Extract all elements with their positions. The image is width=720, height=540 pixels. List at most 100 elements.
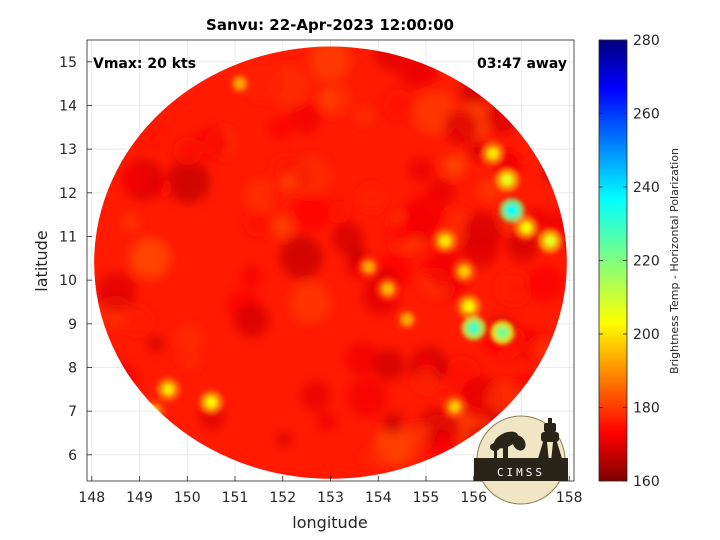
texture-blob [360,449,378,467]
y-tick-label: 6 [68,448,77,464]
y-tick-label: 9 [68,317,77,333]
texture-blob [242,60,284,102]
texture-blob [240,265,263,288]
texture-blob [496,271,531,305]
y-axis: 6 7 8 9 10 11 12 13 14 15 [59,55,92,464]
feature-core [458,265,471,278]
texture-blob [289,281,332,324]
y-tick-label: 10 [59,273,77,289]
texture-blob [129,237,171,279]
texture-blob [173,137,202,166]
texture-blob [382,412,404,435]
feature-core [362,261,375,274]
colorbar [598,39,628,482]
texture-blob [147,335,165,353]
texture-blob [300,380,331,412]
feature-core [448,400,461,413]
texture-blob [423,251,460,287]
colorbar-label: Brightness Temp - Horizontal Polarizatio… [668,148,681,374]
texture-blob [234,303,269,338]
vmax-annotation: Vmax: 20 kts [93,56,196,72]
colorbar-tick-label: 160 [633,474,660,490]
feature-core [501,173,514,186]
texture-blob [318,90,337,109]
texture-blob [386,219,414,247]
feature-core [467,322,480,335]
y-tick-label: 12 [59,186,77,202]
texture-blob [415,368,439,392]
texture-blob [269,116,293,139]
feature-core [400,313,413,326]
texture-blob [358,184,386,212]
texture-blob [410,423,433,446]
texture-blob [120,164,149,193]
y-tick-label: 13 [59,142,77,158]
feature-core [381,282,394,295]
y-tick-label: 8 [68,360,77,376]
feature-core [233,77,246,90]
texture-blob [96,272,137,312]
x-tick-label: 156 [460,490,487,506]
texture-blob [175,323,205,353]
colorbar-tick-label: 200 [633,327,660,343]
texture-blob [408,157,434,183]
texture-blob [276,430,293,448]
x-tick-label: 148 [78,490,105,506]
x-tick-label: 154 [365,490,392,506]
x-axis-label: longitude [292,513,367,532]
texture-blob [442,154,466,178]
y-axis-label: latitude [32,230,51,291]
texture-blob [477,178,503,203]
y-tick-label: 14 [59,98,77,114]
x-tick-label: 149 [126,490,153,506]
colorbar-tick-label: 260 [633,107,660,123]
svg-text:CIMSS: CIMSS [497,466,545,479]
feature-core [505,204,518,217]
texture-blob [308,46,351,82]
x-tick-label: 152 [269,490,296,506]
feature-core [439,234,452,247]
colorbar-tick-label: 280 [633,33,660,49]
texture-blob [279,235,323,279]
texture-blob [195,126,230,160]
feature-core [462,300,475,313]
cimss-logo: CIMSS [474,415,568,505]
texture-blob [416,354,436,374]
texture-blob [178,347,202,371]
texture-blob [292,194,330,232]
feature-core [162,383,175,396]
texture-blob [268,186,288,207]
texture-blob [244,178,279,213]
texture-blob [345,341,380,376]
x-tick-label: 150 [174,490,201,506]
texture-blob [443,109,479,145]
feature-core [205,396,218,409]
colorbar-tick-label: 180 [633,401,660,417]
time-away-annotation: 03:47 away [477,56,567,72]
texture-blob [121,213,140,232]
texture-blob [526,264,565,303]
feature-core [520,221,533,234]
feature-core [544,234,557,247]
colorbar-tick-label: 240 [633,180,660,196]
texture-blob [347,377,388,418]
heatmap-disk [94,46,567,479]
texture-blob [166,159,210,204]
texture-blob [460,228,500,268]
texture-blob [317,411,337,431]
texture-blob [354,106,374,127]
texture-blob [140,123,163,146]
feature-core [486,147,499,160]
texture-blob [290,155,332,197]
chart-title: Sanvu: 22-Apr-2023 12:00:00 [206,16,454,34]
x-tick-label: 158 [556,490,583,506]
x-tick-label: 155 [413,490,440,506]
texture-blob [243,207,274,238]
y-tick-label: 7 [68,404,77,420]
texture-blob [331,222,364,254]
texture-blob [372,348,406,381]
x-axis: 148149150151152153154155156157158 [78,476,583,506]
texture-blob [327,201,351,224]
texture-blob [122,306,152,336]
